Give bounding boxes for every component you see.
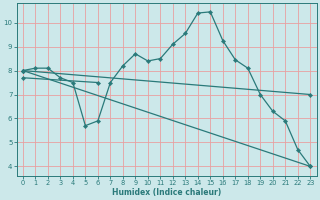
- X-axis label: Humidex (Indice chaleur): Humidex (Indice chaleur): [112, 188, 221, 197]
